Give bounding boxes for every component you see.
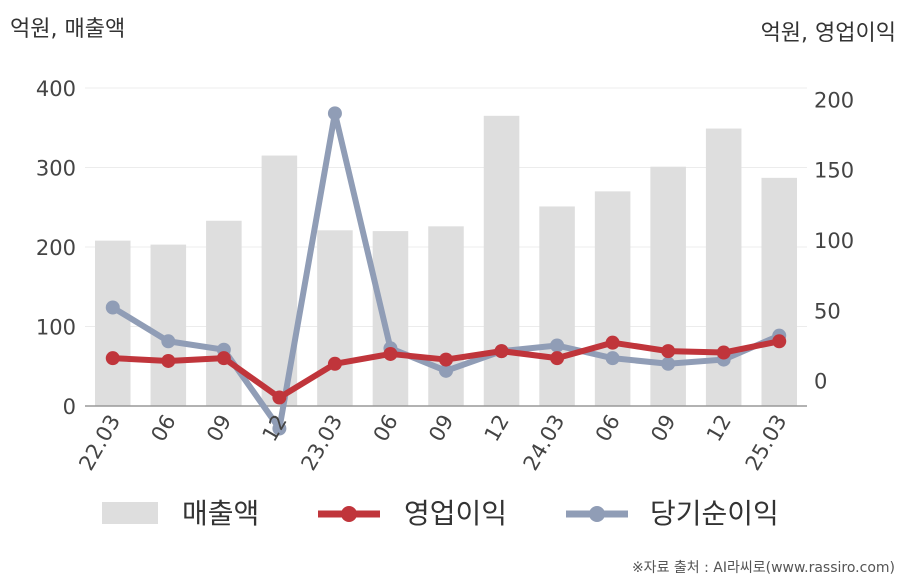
legend: 매출액 영업이익 당기순이익 [102,497,779,530]
point-operating-profit [383,346,398,361]
bar-revenue [428,226,464,406]
x-tick-label: 06 [591,411,625,446]
bar-revenue [372,231,409,406]
legend-label-net-income: 당기순이익 [650,497,779,530]
point-operating-profit [439,352,453,367]
x-tick-label: 25.03 [741,411,792,475]
point-net-income [661,356,676,371]
bar-revenue [483,115,520,406]
left-tick-label: 200 [36,236,76,260]
legend-swatch-revenue [102,502,158,524]
left-tick-label: 300 [36,157,76,181]
x-tick-label: 06 [369,411,403,446]
x-tick-label: 09 [202,411,236,446]
point-net-income [605,351,620,366]
right-tick-label: 100 [814,229,854,253]
point-operating-profit [161,353,176,368]
x-tick-label: 12 [702,411,736,446]
bar-revenue [539,206,575,406]
legend-label-operating-profit: 영업이익 [404,497,507,530]
x-tick-label: 23.03 [296,411,347,475]
point-net-income [550,338,565,353]
bar-revenue [761,177,798,406]
right-tick-label: 50 [814,299,841,323]
left-tick-label: 0 [63,395,76,419]
point-net-income [105,300,120,315]
x-tick-label: 09 [424,411,458,446]
x-tick-label: 06 [146,411,180,446]
point-operating-profit [105,351,120,366]
point-net-income [161,334,176,349]
left-tick-label: 400 [36,77,76,101]
right-tick-label: 200 [814,88,854,112]
legend-label-revenue: 매출액 [182,497,259,530]
legend-marker-operating-profit [341,506,357,522]
bar-revenue [206,220,242,406]
legend-marker-net-income [589,506,605,522]
x-tick-label: 09 [646,411,680,446]
point-operating-profit [272,390,287,405]
source-note: ※자료 출처 : AI라씨로(www.rassiro.com) [632,560,895,576]
right-tick-label: 150 [814,159,854,183]
point-operating-profit [772,334,787,349]
right-axis-unit-label: 억원, 영업이익 [761,21,896,46]
point-net-income [272,421,287,436]
point-operating-profit [216,351,231,366]
left-tick-label: 100 [36,316,76,340]
point-operating-profit [550,351,565,366]
x-tick-label: 22.03 [74,411,125,475]
point-operating-profit [605,335,620,350]
lines [105,106,787,436]
x-tick-label: 12 [480,411,514,446]
point-net-income [439,363,453,378]
bar-revenue [317,230,353,406]
point-operating-profit [716,345,731,360]
bar-revenue [94,240,131,406]
point-operating-profit [661,344,676,359]
left-axis-unit-label: 억원, 매출액 [10,17,125,42]
x-tick-label: 12 [258,411,292,446]
x-tick-label: 24.03 [519,411,570,475]
point-operating-profit [494,344,509,359]
point-net-income [327,106,342,121]
right-tick-label: 0 [814,370,827,394]
bar-revenue [594,191,631,406]
bar-revenue [150,244,187,406]
point-operating-profit [327,356,342,371]
